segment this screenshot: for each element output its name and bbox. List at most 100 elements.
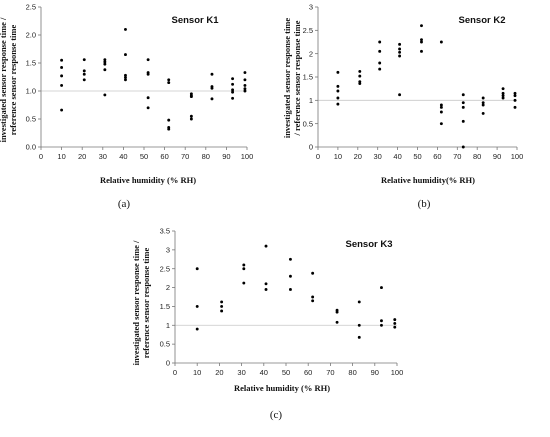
data-point — [357, 335, 361, 339]
data-point — [336, 102, 340, 106]
data-point — [513, 91, 517, 95]
y-tick-label: 0.5 — [160, 340, 170, 349]
x-axis-label: Relative humidity (% RH) — [100, 175, 196, 185]
data-point — [231, 82, 235, 86]
x-tick-label: 70 — [326, 368, 334, 377]
data-point — [146, 58, 150, 62]
y-axis-label-line: investigated sensor response time / — [131, 240, 141, 365]
x-tick-label: 60 — [433, 152, 441, 161]
data-point — [393, 318, 397, 322]
data-point — [358, 82, 362, 85]
data-point — [336, 89, 340, 93]
data-point — [243, 78, 247, 82]
y-tick-label: 0.5 — [303, 119, 313, 128]
data-point — [195, 304, 199, 308]
data-point — [60, 74, 64, 78]
x-tick-label: 100 — [391, 368, 404, 377]
data-point — [336, 96, 340, 100]
y-tick-label: 2.5 — [303, 26, 313, 35]
x-tick-label: 50 — [282, 368, 290, 377]
data-point — [358, 69, 362, 73]
y-tick-label: 2 — [309, 49, 313, 58]
data-point — [335, 310, 339, 314]
data-point — [393, 325, 397, 329]
x-tick-label: 30 — [237, 368, 245, 377]
x-tick-label: 80 — [202, 152, 210, 161]
data-point — [311, 299, 315, 303]
x-tick-label: 0 — [316, 152, 320, 161]
data-point — [103, 60, 107, 64]
data-point — [439, 103, 443, 107]
data-point — [146, 96, 150, 100]
y-axis-label-line: reference sensor response time — [8, 25, 18, 136]
data-point — [189, 95, 193, 99]
data-point — [124, 53, 127, 57]
x-tick-label: 20 — [354, 152, 362, 161]
y-tick-label: 1.5 — [26, 59, 36, 68]
y-tick-label: 2.0 — [26, 31, 36, 40]
data-point — [378, 40, 382, 44]
data-point — [231, 77, 235, 81]
data-point — [501, 91, 505, 95]
data-point — [167, 118, 171, 122]
data-point — [231, 90, 235, 94]
data-point — [420, 24, 423, 28]
x-tick-label: 20 — [215, 368, 223, 377]
y-tick-label: 2.5 — [160, 264, 170, 273]
x-tick-label: 40 — [260, 368, 268, 377]
y-tick-label: 3.5 — [160, 227, 170, 236]
data-point — [461, 105, 465, 109]
data-point — [195, 327, 199, 331]
y-tick-label: 3 — [309, 3, 313, 12]
y-tick-label: 1 — [166, 321, 170, 330]
data-point — [513, 98, 517, 102]
chart-title: Sensor K2 — [459, 15, 506, 26]
data-point — [82, 69, 86, 73]
data-point — [195, 267, 199, 271]
data-point — [501, 87, 505, 91]
data-point — [513, 94, 517, 98]
y-axis-label-line: reference sensor response time — [141, 248, 151, 359]
y-axis-label: investigated sensor response time /refer… — [0, 17, 18, 142]
x-tick-label: 100 — [241, 152, 254, 161]
y-axis-label: investigated sensor response time /refer… — [131, 240, 151, 365]
x-tick-label: 50 — [413, 152, 421, 161]
data-point — [501, 94, 505, 98]
y-tick-label: 2 — [166, 283, 170, 292]
data-point — [513, 105, 517, 109]
data-point — [264, 282, 268, 286]
x-tick-label: 80 — [473, 152, 481, 161]
data-point — [146, 72, 150, 76]
data-point — [220, 309, 224, 313]
data-point — [124, 73, 127, 77]
x-tick-label: 40 — [393, 152, 401, 161]
x-tick-label: 50 — [140, 152, 148, 161]
y-tick-label: 0 — [166, 359, 170, 368]
x-tick-label: 100 — [511, 152, 524, 161]
x-tick-label: 90 — [493, 152, 501, 161]
data-point — [124, 78, 127, 82]
chart-title: Sensor K3 — [346, 239, 393, 250]
data-point — [439, 110, 443, 114]
data-point — [378, 67, 382, 71]
data-point — [243, 83, 247, 87]
data-point — [336, 70, 340, 74]
data-point — [380, 286, 383, 290]
data-point — [336, 84, 340, 88]
y-axis-label-line: investigated sensor response time — [282, 18, 292, 139]
y-tick-label: 1 — [309, 96, 313, 105]
y-tick-label: 0 — [309, 143, 313, 152]
data-point — [398, 47, 402, 51]
y-tick-label: 0.0 — [26, 143, 36, 152]
data-point — [461, 119, 465, 123]
y-axis-label-line: investigated sensor response time / — [0, 17, 8, 142]
data-point — [82, 78, 86, 82]
data-point — [210, 86, 214, 90]
chart-title: Sensor K1 — [172, 15, 220, 26]
x-tick-label: 40 — [119, 152, 127, 161]
data-point — [420, 49, 423, 53]
data-point — [393, 321, 397, 325]
data-point — [398, 54, 402, 58]
x-axis-label: Relative humidity (% RH) — [234, 383, 330, 393]
